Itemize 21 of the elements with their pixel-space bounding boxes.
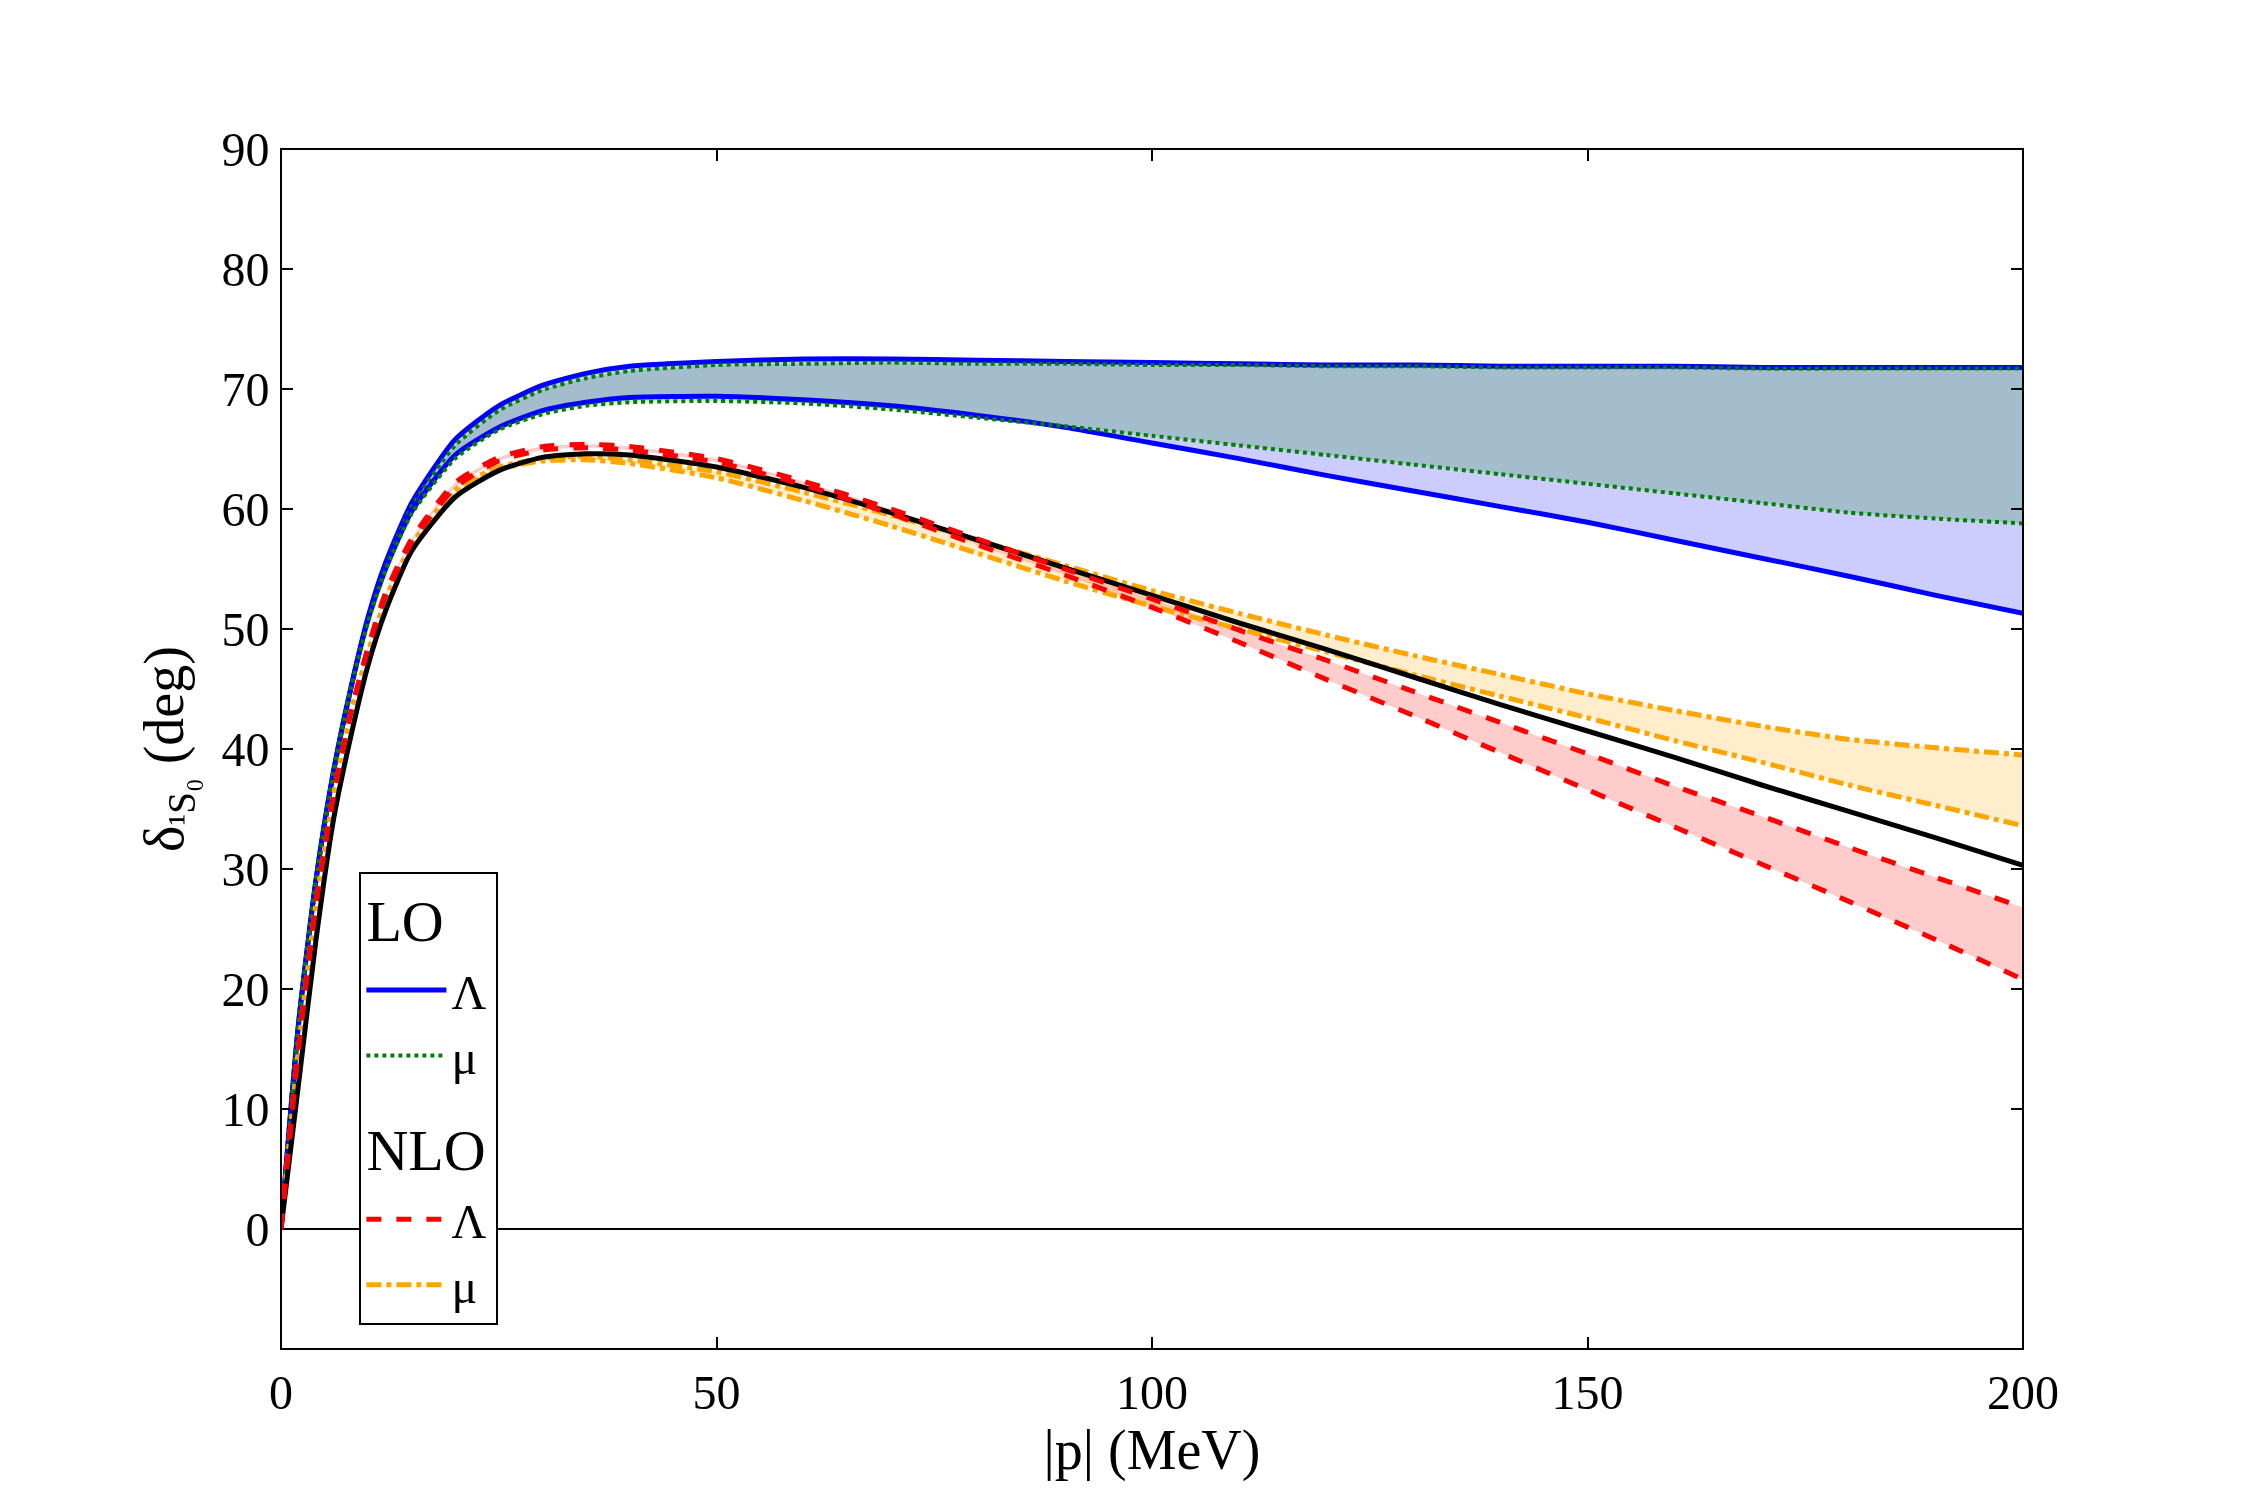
y-tick-label: 10 <box>221 1082 270 1136</box>
y-tick-label: 60 <box>221 482 270 536</box>
annotation: LO <box>366 888 444 954</box>
legend-label: Λ <box>451 965 487 1019</box>
x-axis-title: |p| (MeV) <box>1043 1418 1261 1482</box>
y-tick-label: 40 <box>221 722 270 776</box>
y-tick-label: 50 <box>221 602 270 656</box>
legend-label: μ <box>451 1260 478 1314</box>
legend-label: Λ <box>451 1195 487 1249</box>
y-tick-label: 80 <box>221 242 270 296</box>
y-tick-label: 0 <box>245 1202 270 1256</box>
y-tick-label: 70 <box>221 362 270 416</box>
y-tick-label: 90 <box>221 122 270 176</box>
x-tick-label: 200 <box>1987 1365 2059 1419</box>
y-tick-label: 30 <box>221 842 270 896</box>
legend-label: μ <box>451 1031 478 1085</box>
y-tick-label: 20 <box>221 962 270 1016</box>
x-tick-label: 100 <box>1116 1365 1188 1419</box>
annotation: NLO <box>366 1118 486 1184</box>
x-tick-label: 150 <box>1551 1365 1624 1419</box>
x-tick-label: 50 <box>692 1365 741 1419</box>
